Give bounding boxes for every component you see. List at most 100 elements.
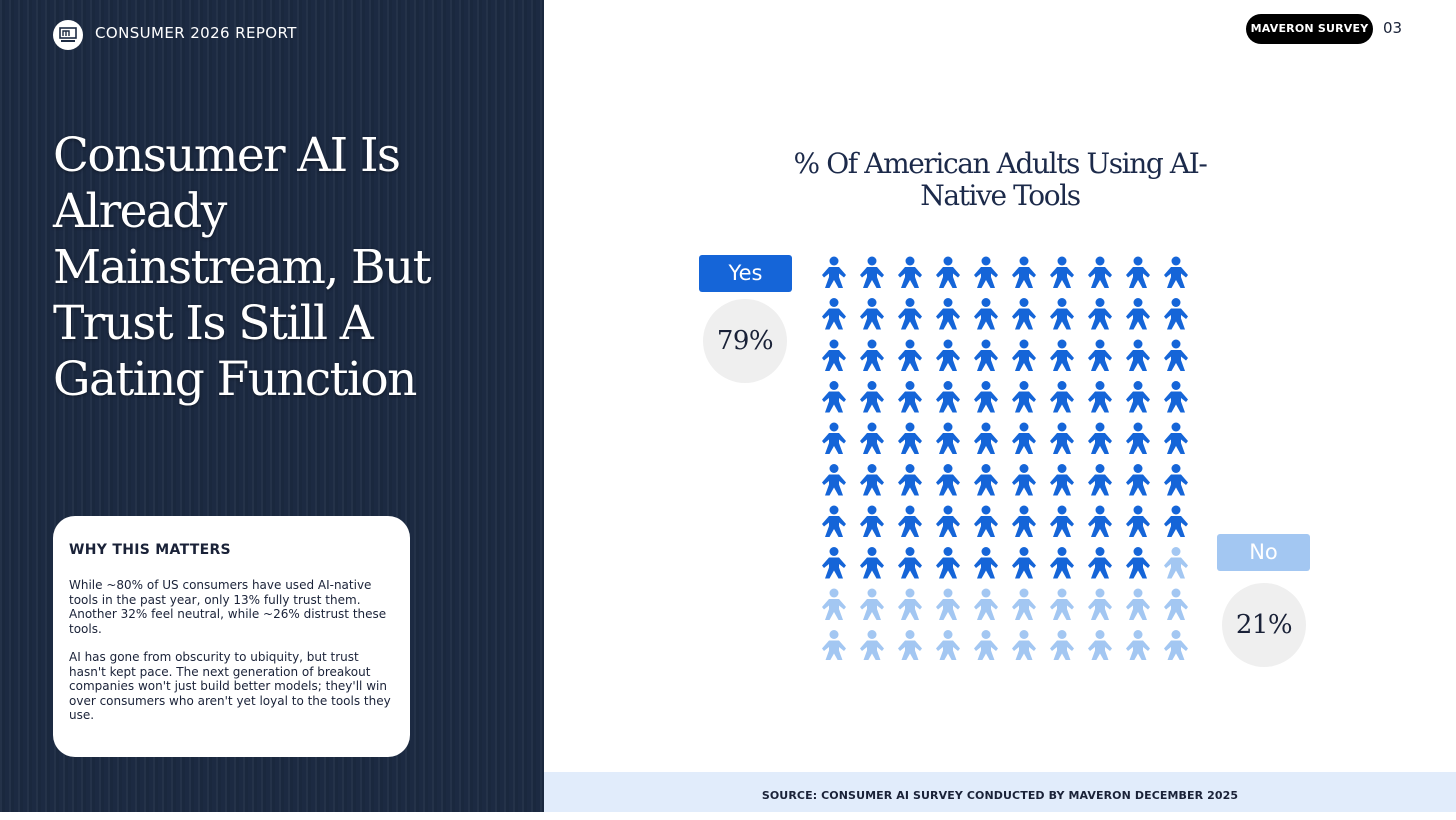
person-icon-yes <box>1088 505 1112 537</box>
person-icon-no <box>1012 588 1036 620</box>
person-icon-yes <box>1126 505 1150 537</box>
person-icon-yes <box>860 422 884 454</box>
person-icon-yes <box>974 339 998 371</box>
person-icon-yes <box>1012 339 1036 371</box>
person-icon-no <box>936 630 960 660</box>
person-icon-no <box>898 630 922 660</box>
person-icon-yes <box>1050 464 1074 496</box>
person-icon-yes <box>822 505 846 537</box>
person-icon-yes <box>822 381 846 413</box>
person-icon-yes <box>860 256 884 288</box>
person-icon-no <box>860 630 884 660</box>
person-icon-no <box>1126 588 1150 620</box>
person-icon-no <box>822 588 846 620</box>
person-icon-yes <box>1126 381 1150 413</box>
person-icon-yes <box>860 381 884 413</box>
person-icon-yes <box>1088 256 1112 288</box>
brand-logo-icon <box>53 20 83 50</box>
person-icon-yes <box>1050 298 1074 330</box>
person-icon-yes <box>1126 422 1150 454</box>
card-paragraph-1: While ~80% of US consumers have used AI-… <box>69 578 387 636</box>
person-icon-no <box>1088 588 1112 620</box>
person-icon-no <box>1050 588 1074 620</box>
person-icon-yes <box>974 464 998 496</box>
person-icon-yes <box>1012 298 1036 330</box>
person-icon-yes <box>822 422 846 454</box>
person-icon-yes <box>898 339 922 371</box>
person-icon-yes <box>1164 464 1188 496</box>
person-icon-no <box>1164 547 1188 579</box>
person-icon-no <box>860 588 884 620</box>
person-icon-yes <box>822 298 846 330</box>
person-icon-yes <box>1088 298 1112 330</box>
person-icon-yes <box>822 547 846 579</box>
person-icon-yes <box>1050 339 1074 371</box>
person-icon-yes <box>860 298 884 330</box>
person-icon-yes <box>1164 256 1188 288</box>
person-icon-yes <box>936 464 960 496</box>
person-icon-yes <box>936 298 960 330</box>
person-icon-yes <box>1088 339 1112 371</box>
person-icon-yes <box>936 381 960 413</box>
pictogram-chart <box>822 256 1188 660</box>
person-icon-yes <box>1012 422 1036 454</box>
person-icon-yes <box>860 547 884 579</box>
person-icon-yes <box>1050 381 1074 413</box>
person-icon-no <box>1164 630 1188 660</box>
person-icon-yes <box>860 464 884 496</box>
person-icon-yes <box>974 256 998 288</box>
person-icon-yes <box>822 339 846 371</box>
person-icon-yes <box>1126 339 1150 371</box>
person-icon-yes <box>936 256 960 288</box>
person-icon-no <box>1126 630 1150 660</box>
person-icon-yes <box>860 505 884 537</box>
person-icon-no <box>1050 630 1074 660</box>
person-icon-yes <box>898 505 922 537</box>
person-icon-yes <box>898 422 922 454</box>
person-icon-no <box>822 630 846 660</box>
yes-label: Yes <box>699 255 792 292</box>
person-icon-no <box>1012 630 1036 660</box>
person-icon-yes <box>898 381 922 413</box>
person-icon-yes <box>898 464 922 496</box>
person-icon-yes <box>936 505 960 537</box>
left-panel: CONSUMER 2026 REPORT Consumer AI Is Alre… <box>0 0 544 812</box>
person-icon-yes <box>1012 505 1036 537</box>
person-icon-yes <box>974 298 998 330</box>
person-icon-yes <box>1012 547 1036 579</box>
person-icon-yes <box>936 547 960 579</box>
person-icon-no <box>974 588 998 620</box>
headline: Consumer AI Is Already Mainstream, But T… <box>53 128 432 407</box>
person-icon-yes <box>1088 547 1112 579</box>
card-title: WHY THIS MATTERS <box>69 542 231 558</box>
person-icon-yes <box>1088 464 1112 496</box>
person-icon-yes <box>1012 256 1036 288</box>
no-percentage: 21% <box>1222 583 1306 667</box>
person-icon-yes <box>822 256 846 288</box>
source-footer: SOURCE: CONSUMER AI SURVEY CONDUCTED BY … <box>544 772 1456 812</box>
person-icon-yes <box>1012 381 1036 413</box>
report-title: CONSUMER 2026 REPORT <box>95 24 297 42</box>
person-icon-yes <box>974 422 998 454</box>
person-icon-yes <box>860 339 884 371</box>
person-icon-yes <box>822 464 846 496</box>
person-icon-yes <box>1164 505 1188 537</box>
person-icon-yes <box>1126 298 1150 330</box>
person-icon-no <box>1088 630 1112 660</box>
card-paragraph-2: AI has gone from obscurity to ubiquity, … <box>69 650 391 722</box>
why-this-matters-card: WHY THIS MATTERS While ~80% of US consum… <box>53 516 410 757</box>
person-icon-yes <box>974 505 998 537</box>
yes-percentage: 79% <box>703 299 787 383</box>
person-icon-yes <box>1050 505 1074 537</box>
person-icon-yes <box>1050 547 1074 579</box>
person-icon-no <box>936 588 960 620</box>
person-icon-yes <box>1164 339 1188 371</box>
person-icon-yes <box>1126 547 1150 579</box>
person-icon-yes <box>898 547 922 579</box>
no-label: No <box>1217 534 1310 571</box>
page-number: 03 <box>1383 19 1403 37</box>
person-icon-yes <box>1126 256 1150 288</box>
person-icon-yes <box>1012 464 1036 496</box>
person-icon-yes <box>1050 256 1074 288</box>
person-icon-yes <box>1164 298 1188 330</box>
